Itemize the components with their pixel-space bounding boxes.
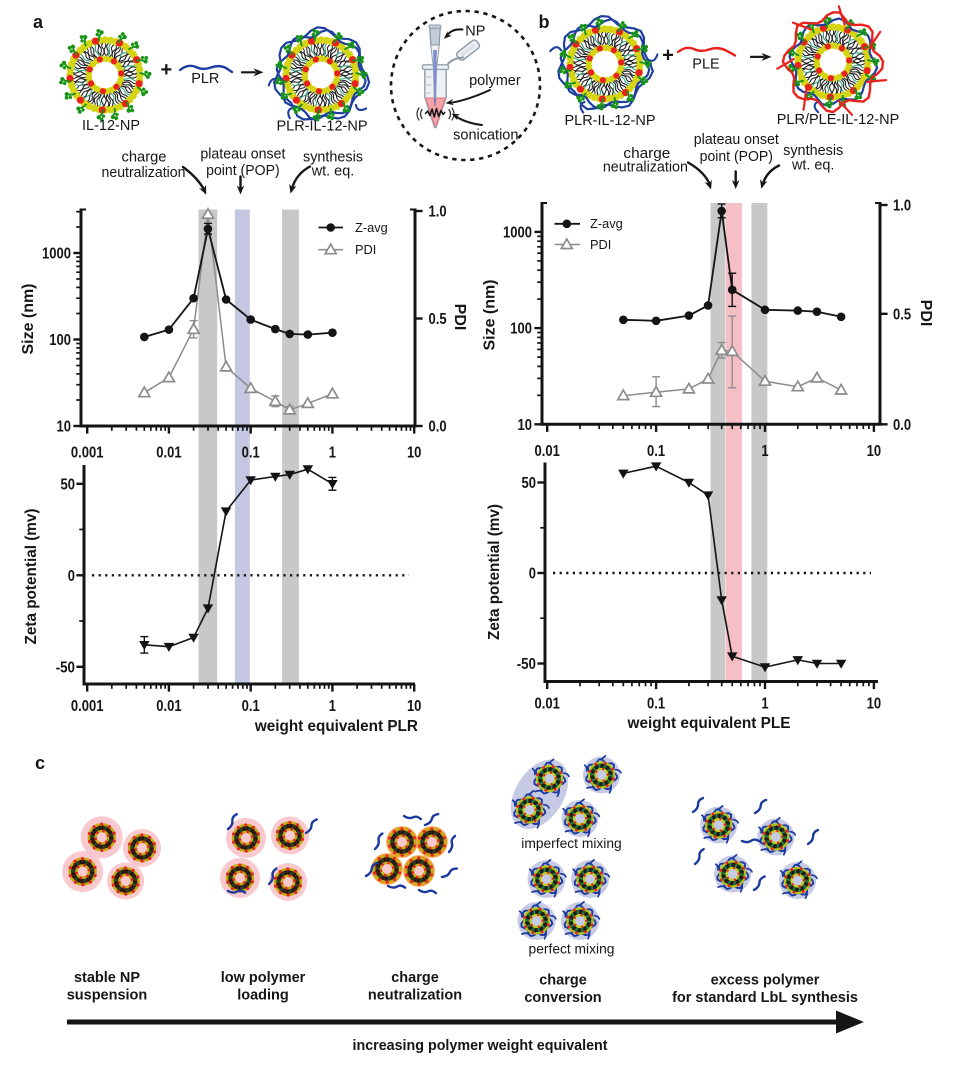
- svg-text:stable NP: stable NP: [74, 970, 140, 986]
- svg-text:Z-avg: Z-avg: [355, 220, 388, 235]
- svg-text:10: 10: [407, 445, 422, 462]
- svg-text:1.0: 1.0: [429, 204, 447, 221]
- svg-text:PDI: PDI: [355, 242, 376, 257]
- svg-text:PDI: PDI: [917, 300, 934, 327]
- svg-text:+: +: [161, 59, 173, 81]
- svg-text:synthesis: synthesis: [783, 143, 843, 159]
- svg-text:synthesis: synthesis: [303, 150, 363, 166]
- svg-text:for standard LbL synthesis: for standard LbL synthesis: [672, 990, 858, 1006]
- svg-text:1: 1: [761, 443, 769, 460]
- svg-text:50: 50: [61, 476, 76, 493]
- svg-text:0.001: 0.001: [71, 445, 104, 462]
- svg-text:10: 10: [407, 698, 422, 715]
- svg-text:0.001: 0.001: [71, 698, 104, 715]
- svg-text:charge: charge: [122, 150, 167, 166]
- svg-text:neutralization: neutralization: [102, 165, 186, 181]
- svg-text:PLR/PLE-IL-12-NP: PLR/PLE-IL-12-NP: [777, 112, 900, 128]
- svg-text:1: 1: [761, 696, 769, 713]
- svg-text:Zeta potential (mv): Zeta potential (mv): [486, 504, 503, 640]
- svg-text:polymer: polymer: [469, 73, 521, 89]
- svg-text:wt. eq.: wt. eq.: [311, 164, 355, 180]
- svg-text:0.01: 0.01: [535, 443, 561, 460]
- svg-text:weight equivalent PLR: weight equivalent PLR: [254, 718, 418, 735]
- svg-text:point (POP): point (POP): [206, 163, 280, 179]
- svg-text:0.0: 0.0: [429, 419, 447, 436]
- svg-text:charge: charge: [539, 973, 587, 989]
- svg-text:excess polymer: excess polymer: [711, 973, 820, 989]
- svg-text:weight equivalent PLE: weight equivalent PLE: [627, 715, 791, 732]
- svg-text:10: 10: [518, 417, 533, 434]
- svg-text:b: b: [539, 12, 550, 32]
- svg-text:neutralization: neutralization: [603, 160, 688, 176]
- svg-text:0.01: 0.01: [156, 698, 182, 715]
- svg-text:50: 50: [522, 475, 537, 492]
- svg-text:suspension: suspension: [67, 988, 148, 1004]
- svg-text:Zeta potential (mv): Zeta potential (mv): [23, 509, 40, 645]
- svg-text:neutralization: neutralization: [368, 988, 462, 1004]
- svg-text:a: a: [33, 12, 44, 32]
- svg-text:sonication: sonication: [453, 128, 518, 144]
- svg-text:loading: loading: [237, 988, 289, 1004]
- svg-text:100: 100: [49, 332, 71, 349]
- svg-text:0: 0: [529, 566, 536, 583]
- svg-text:Size (nm): Size (nm): [20, 284, 37, 355]
- svg-text:increasing polymer weight equi: increasing polymer weight equivalent: [352, 1038, 607, 1054]
- svg-text:c: c: [35, 753, 45, 773]
- svg-text:PDI: PDI: [590, 237, 611, 252]
- svg-text:1.0: 1.0: [893, 198, 911, 215]
- svg-text:1000: 1000: [503, 224, 532, 241]
- svg-text:-50: -50: [56, 659, 75, 676]
- svg-text:+: +: [662, 45, 674, 67]
- svg-text:1: 1: [329, 698, 337, 715]
- svg-text:charge: charge: [623, 146, 670, 162]
- svg-text:0.0: 0.0: [893, 417, 911, 434]
- svg-text:1000: 1000: [42, 246, 71, 263]
- svg-text:PLR-IL-12-NP: PLR-IL-12-NP: [564, 113, 655, 129]
- svg-text:wt. eq.: wt. eq.: [791, 158, 835, 174]
- svg-text:plateau onset: plateau onset: [694, 132, 779, 148]
- svg-text:0.1: 0.1: [242, 445, 260, 462]
- svg-text:imperfect mixing: imperfect mixing: [521, 836, 621, 851]
- svg-text:Z-avg: Z-avg: [590, 216, 623, 231]
- svg-text:point (POP): point (POP): [700, 149, 773, 165]
- svg-text:low polymer: low polymer: [221, 970, 306, 986]
- svg-text:0.1: 0.1: [647, 696, 665, 713]
- svg-text:PLR-IL-12-NP: PLR-IL-12-NP: [276, 119, 367, 135]
- svg-text:0.01: 0.01: [535, 696, 561, 713]
- svg-text:-50: -50: [517, 656, 536, 673]
- svg-text:PLR: PLR: [191, 71, 219, 87]
- svg-text:10: 10: [57, 419, 72, 436]
- svg-text:0.01: 0.01: [156, 445, 182, 462]
- svg-text:0.1: 0.1: [647, 443, 665, 460]
- svg-text:NP: NP: [465, 23, 485, 39]
- svg-text:plateau onset: plateau onset: [200, 147, 285, 163]
- svg-text:0.5: 0.5: [429, 311, 447, 328]
- svg-text:0: 0: [68, 568, 75, 585]
- svg-text:Size (nm): Size (nm): [482, 280, 499, 351]
- svg-text:PLE: PLE: [692, 57, 720, 73]
- svg-text:IL-12-NP: IL-12-NP: [82, 118, 140, 134]
- svg-text:charge: charge: [391, 970, 439, 986]
- svg-text:PDI: PDI: [451, 304, 468, 331]
- svg-text:10: 10: [867, 443, 882, 460]
- svg-text:perfect mixing: perfect mixing: [529, 942, 615, 957]
- svg-text:1: 1: [329, 445, 337, 462]
- svg-text:conversion: conversion: [524, 990, 601, 1006]
- svg-text:0.1: 0.1: [242, 698, 260, 715]
- svg-text:10: 10: [867, 696, 882, 713]
- svg-text:100: 100: [510, 321, 532, 338]
- svg-text:0.5: 0.5: [893, 306, 911, 323]
